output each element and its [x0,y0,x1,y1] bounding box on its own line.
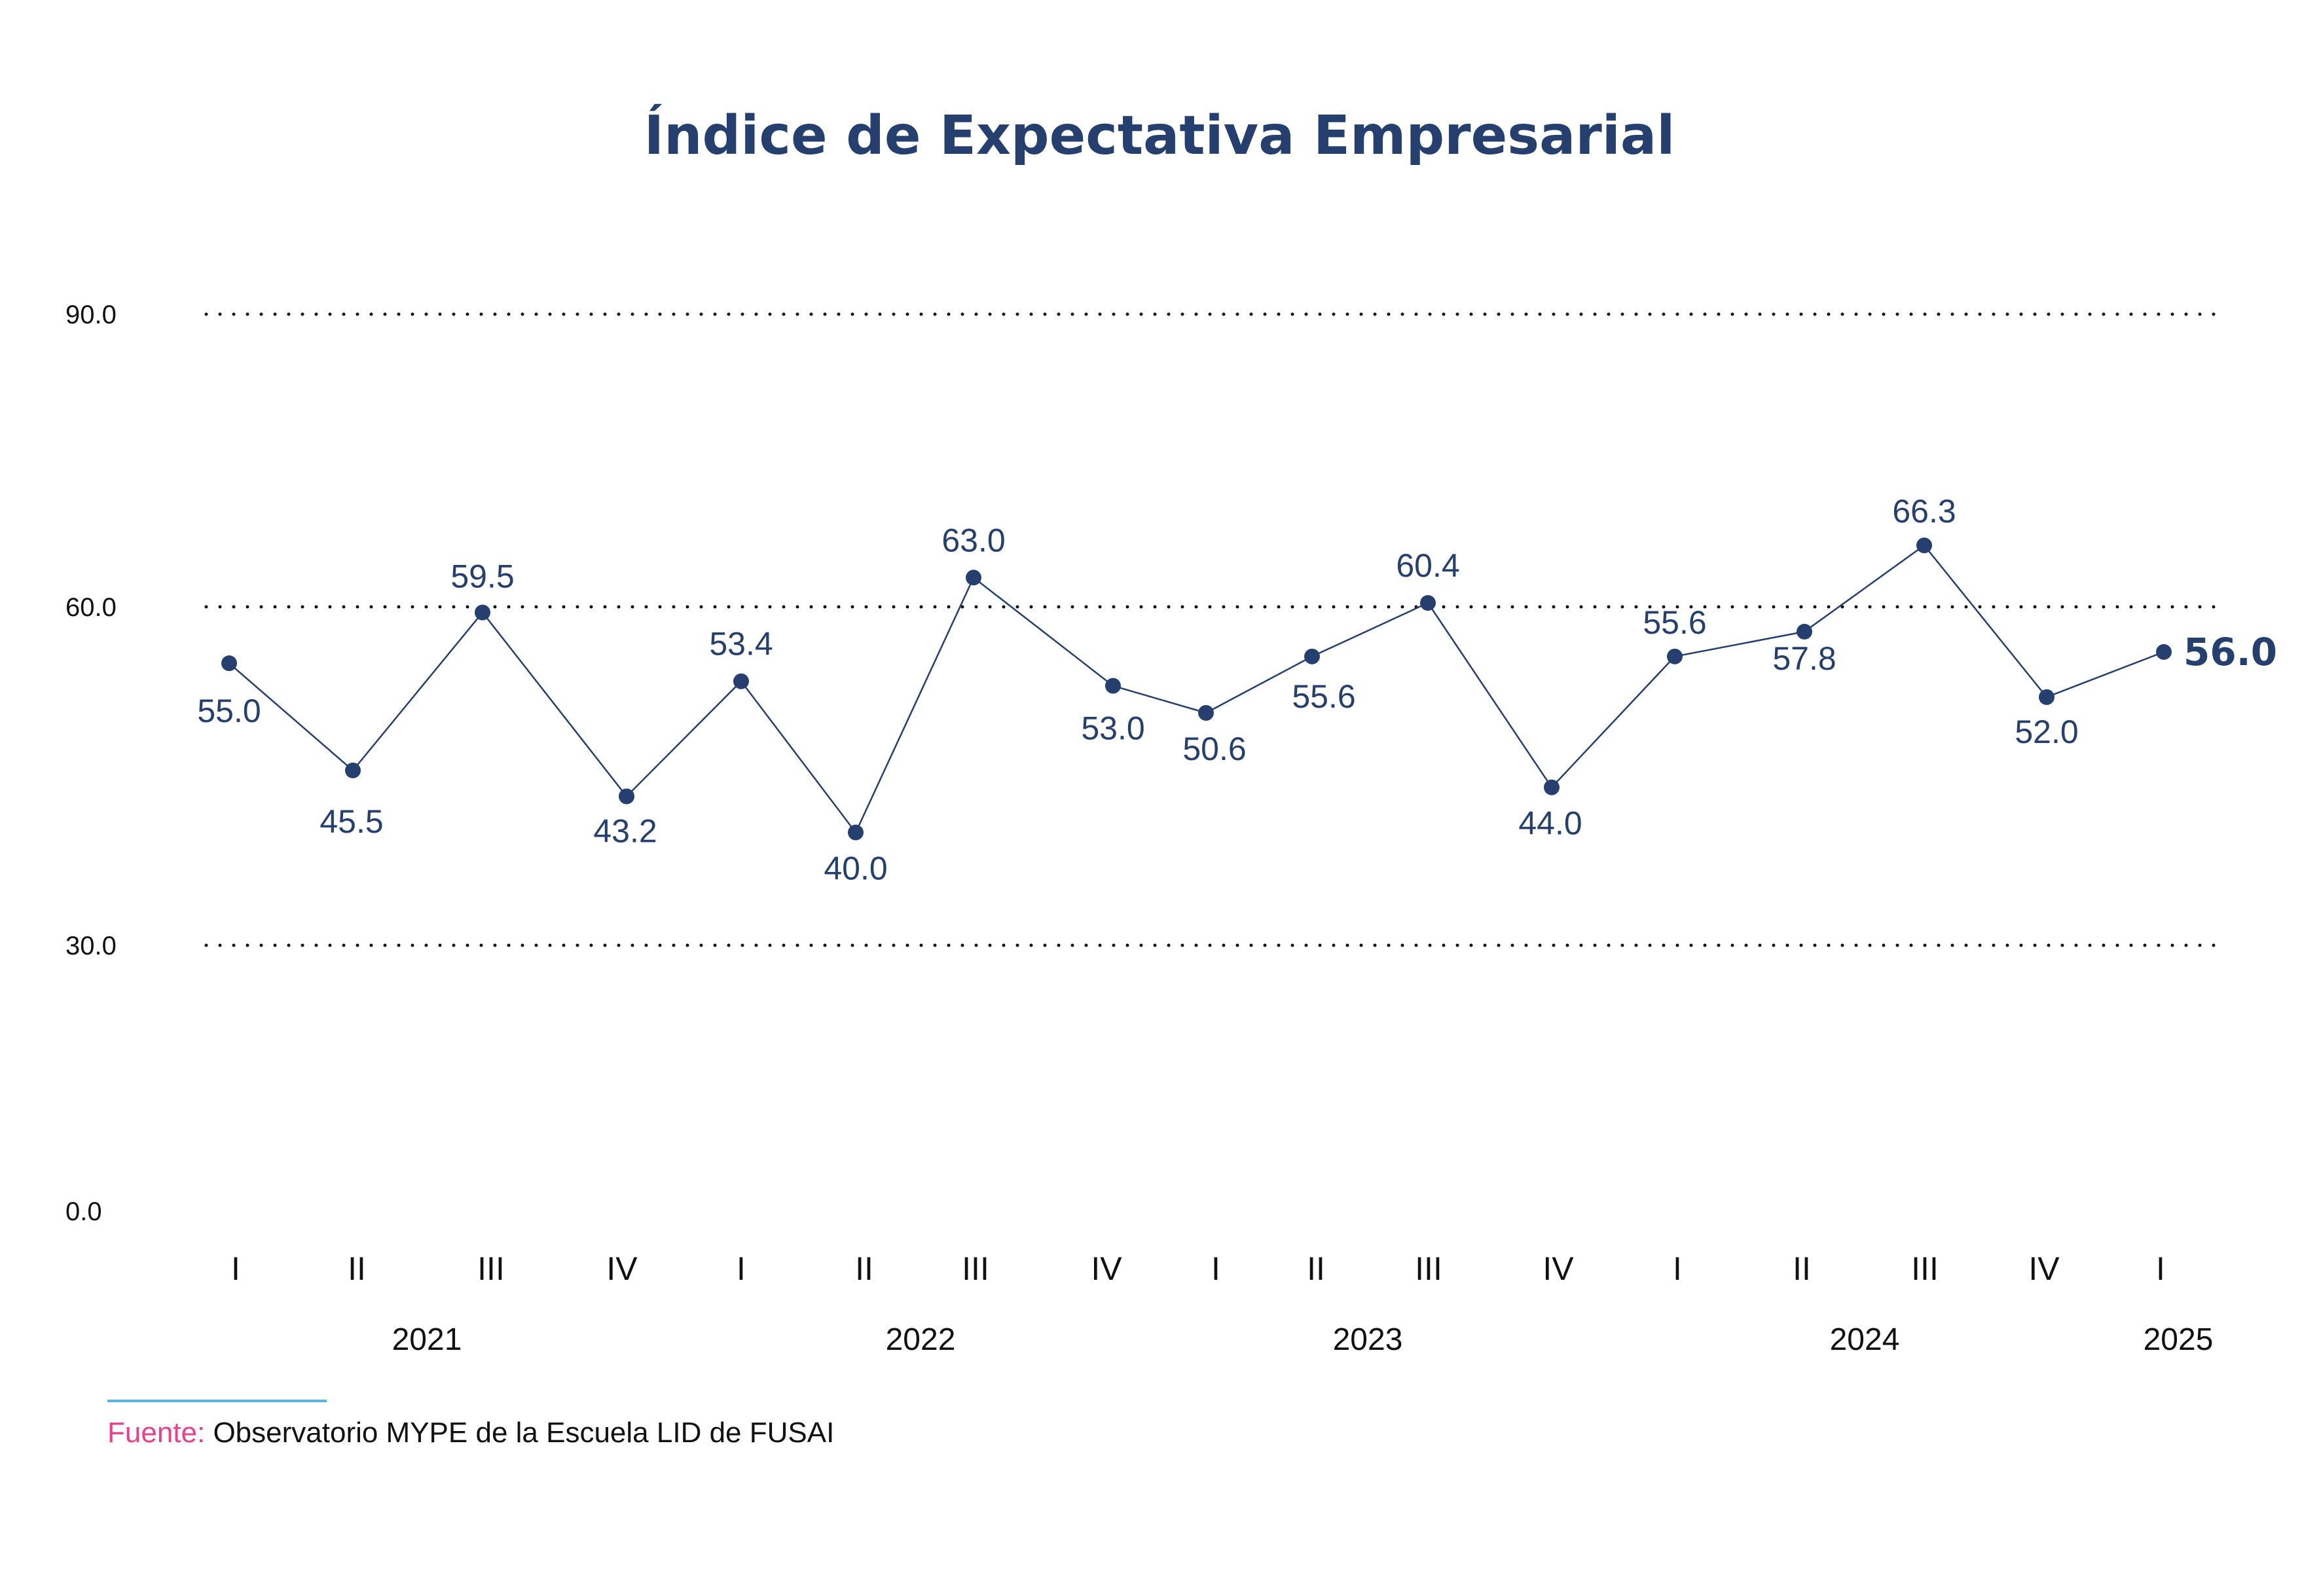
data-point [221,655,237,672]
data-label: 40.0 [824,850,887,887]
data-label: 60.4 [1396,547,1459,584]
source-divider [107,1400,327,1402]
data-point [1916,537,1932,554]
data-point [966,570,981,586]
x-tick-label: IV [1543,1250,1574,1287]
data-point [2156,644,2172,660]
data-label: 53.0 [1081,710,1144,747]
y-tick-label: 60.0 [65,593,117,622]
x-tick-label: IV [606,1250,638,1287]
data-label: 45.5 [320,803,383,840]
y-tick-label: 0.0 [65,1197,102,1226]
data-label: 59.5 [450,558,514,595]
series-layer [221,537,2172,841]
x-tick-label: III [477,1250,505,1287]
data-point [733,673,749,689]
x-tick-label: III [1911,1250,1939,1287]
y-tick-label: 90.0 [65,300,117,329]
year-label: 2021 [392,1322,462,1357]
data-point [1797,623,1812,640]
data-point [475,604,490,621]
data-point [1667,648,1683,664]
source-body: Observatorio MYPE de la Escuela LID de F… [213,1417,835,1449]
data-point [1105,678,1121,694]
data-label: 50.6 [1182,731,1246,767]
data-label: 56.0 [2183,630,2277,674]
data-labels: 55.0 45.5 59.5 43.2 53.4 40.0 63.0 53.0 50.6 55.6… [197,493,2277,887]
source-label: Fuente: [107,1417,206,1449]
data-point [1198,704,1214,721]
year-label: 2025 [2144,1322,2214,1357]
data-label: 43.2 [593,813,657,850]
x-tick-label: I [737,1250,746,1287]
x-tick-label: I [2156,1250,2165,1287]
source-note: Fuente: Observatorio MYPE de la Escuela … [107,1400,834,1449]
data-point [1544,779,1560,795]
data-point [345,762,361,778]
data-label: 53.4 [709,626,773,662]
data-label: 63.0 [941,522,1005,558]
data-label: 57.8 [1772,640,1836,677]
data-point [848,824,864,841]
x-tick-label: I [231,1250,240,1287]
x-tick-label: II [855,1250,873,1287]
x-tick-label: IV [1091,1250,1122,1287]
data-point [1304,648,1320,664]
year-label: 2024 [1830,1322,1900,1357]
data-label: 55.6 [1292,678,1355,715]
x-tick-label: III [962,1250,989,1287]
data-point [2039,689,2054,705]
source-text-line: Fuente: Observatorio MYPE de la Escuela … [107,1417,834,1449]
chart-title: Índice de Expectativa Empresarial [644,105,1675,167]
x-tick-label: III [1415,1250,1442,1287]
data-label: 55.6 [1643,604,1706,641]
series-line [228,544,2164,835]
data-label: 52.0 [2015,714,2078,750]
grid-lines [204,312,2221,947]
x-tick-label: II [1793,1250,1811,1287]
x-tick-label: I [1211,1250,1220,1287]
y-tick-label: 30.0 [65,932,117,960]
year-label: 2023 [1333,1322,1403,1357]
data-label: 66.3 [1892,493,1956,530]
data-point [619,788,634,805]
data-label: 55.0 [197,693,261,729]
x-tick-label: I [1673,1250,1682,1287]
x-tick-label: IV [2028,1250,2060,1287]
data-label: 44.0 [1518,805,1582,842]
x-tick-label: II [348,1250,366,1287]
year-label: 2022 [886,1322,956,1357]
y-axis-ticks: 90.0 60.0 30.0 0.0 [65,300,117,1226]
x-tick-label: II [1307,1250,1325,1287]
data-point [1420,595,1436,611]
